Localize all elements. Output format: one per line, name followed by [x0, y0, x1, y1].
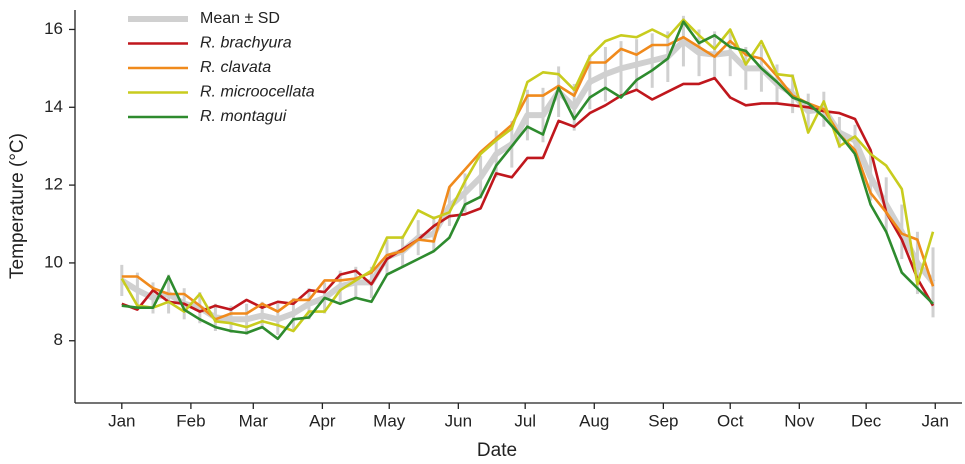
x-tick-label: Oct: [717, 411, 744, 430]
x-tick-label: Feb: [176, 411, 205, 430]
x-tick-label: Jun: [445, 411, 472, 430]
legend-label: R. clavata: [200, 59, 271, 76]
x-tick-label: Mar: [239, 411, 269, 430]
y-tick-label: 8: [54, 330, 63, 349]
x-tick-label: Jul: [514, 411, 536, 430]
y-tick-label: 14: [44, 97, 63, 116]
y-tick-label: 16: [44, 19, 63, 38]
series-line: [121, 76, 935, 313]
series-line: [120, 18, 935, 333]
x-tick-label: Nov: [784, 411, 815, 430]
series-line: [121, 35, 935, 321]
x-tick-label: May: [373, 411, 406, 430]
x-tick-label: Jan: [922, 411, 949, 430]
y-tick-label: 10: [44, 252, 63, 271]
legend-label: Mean ± SD: [200, 10, 280, 27]
legend-label: R. montagui: [200, 108, 287, 125]
x-tick-label: Sep: [648, 411, 678, 430]
legend-label: R. microocellata: [200, 84, 315, 101]
x-tick-label: Aug: [579, 411, 609, 430]
x-tick-label: Dec: [851, 411, 882, 430]
y-axis-label: Temperature (°C): [7, 133, 28, 279]
x-tick-label: Jan: [108, 411, 135, 430]
x-axis-label: Date: [477, 440, 517, 461]
series-line: [121, 20, 934, 341]
legend-label: R. brachyura: [200, 35, 292, 52]
y-tick-label: 12: [44, 175, 63, 194]
x-tick-label: Apr: [309, 411, 336, 430]
